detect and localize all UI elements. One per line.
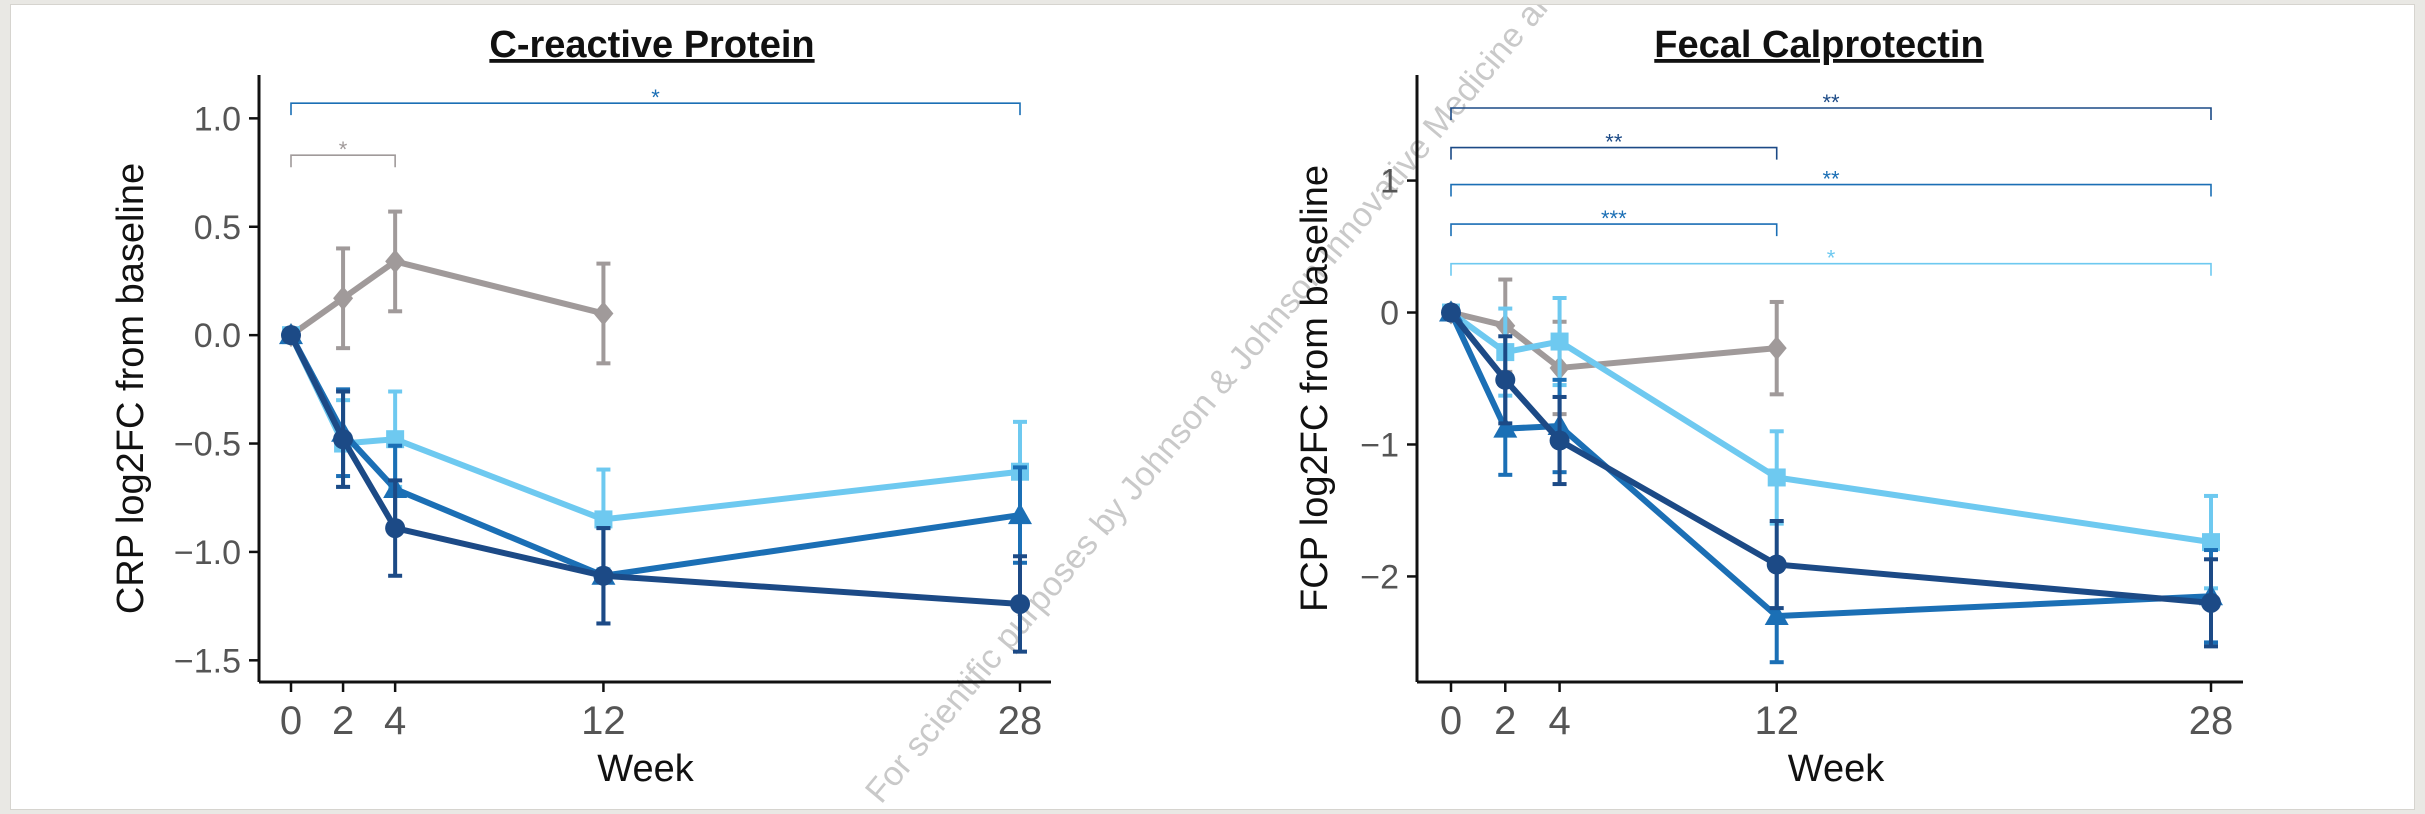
y-axis-label: CRP log2FC from baseline	[110, 163, 152, 614]
data-point	[333, 286, 354, 311]
x-tick-label: 4	[384, 699, 406, 743]
significance-label: **	[1605, 130, 1623, 155]
y-tick-label: −1.5	[174, 642, 241, 680]
chart-title: Fecal Calprotectin	[1654, 24, 1983, 66]
significance-bracket	[1450, 183, 2212, 197]
data-point	[1766, 554, 1787, 575]
significance-bracket	[290, 154, 396, 168]
data-point	[333, 429, 354, 450]
significance-bracket	[290, 102, 1021, 116]
data-point	[1766, 336, 1787, 361]
x-tick-label: 28	[2189, 699, 2234, 743]
x-tick-label: 12	[581, 699, 626, 743]
significance-label: *	[339, 137, 348, 162]
significance-label: **	[1822, 90, 1840, 115]
data-point	[594, 510, 613, 529]
data-point	[1495, 369, 1516, 390]
x-tick-label: 2	[1494, 699, 1516, 743]
crp-panel: C-reactive Protein 1.0 0.5 0.0 −0.5 −1.0 −1.5 0…	[110, 24, 1051, 790]
x-tick-label: 2	[332, 699, 354, 743]
data-point	[1764, 604, 1789, 626]
data-point	[1441, 302, 1461, 323]
significance-bracket	[1450, 107, 2212, 120]
data-point	[386, 430, 405, 449]
significance-bracket	[1450, 262, 2212, 276]
significance-label: *	[651, 85, 660, 110]
y-tick-label: 0.5	[194, 209, 241, 247]
x-tick-label: 0	[1440, 699, 1462, 743]
watermark-text: For scientific purposes by Johnson & Joh…	[858, 5, 1633, 810]
data-point	[1008, 503, 1032, 525]
y-tick-label: 0.0	[194, 317, 241, 355]
data-point	[385, 518, 406, 539]
y-tick-label: −0.5	[174, 426, 241, 464]
significance-bracket	[1450, 146, 1778, 160]
y-axis-label: FCP log2FC from baseline	[1294, 165, 1336, 612]
series-line	[289, 258, 605, 338]
data-point	[1550, 332, 1569, 351]
figure-canvas: For scientific purposes by Johnson & Joh…	[110, 5, 2243, 810]
series-line	[288, 333, 1021, 607]
x-tick-label: 4	[1548, 699, 1570, 743]
y-tick-label: −1.0	[174, 534, 241, 572]
figure-frame: For scientific purposes by Johnson & Joh…	[10, 4, 2415, 810]
data-point	[281, 325, 301, 346]
data-point	[593, 301, 614, 326]
x-axis-label: Week	[1788, 748, 1885, 790]
y-tick-label: 0	[1380, 295, 1399, 333]
y-tick-label: −2	[1360, 558, 1399, 596]
data-point	[385, 249, 406, 274]
data-point	[2201, 592, 2221, 613]
y-tick-label: −1	[1360, 426, 1399, 464]
data-point	[1010, 593, 1030, 614]
significance-label: ***	[1601, 206, 1627, 231]
x-tick-label: 12	[1754, 699, 1799, 743]
data-point	[1493, 416, 1518, 438]
data-point	[2202, 533, 2220, 552]
y-tick-label: 1.0	[194, 100, 241, 138]
significance-label: *	[1827, 246, 1836, 271]
chart-title: C-reactive Protein	[489, 24, 814, 66]
significance-bracket	[1450, 223, 1778, 237]
data-point	[593, 565, 614, 586]
x-tick-label: 0	[280, 699, 302, 743]
y-tick-label: 1	[1380, 163, 1399, 201]
significance-label: **	[1822, 167, 1840, 192]
x-axis-label: Week	[597, 748, 694, 790]
data-point	[1767, 468, 1786, 487]
series-line	[1448, 310, 2212, 606]
series-line	[288, 333, 1021, 579]
data-point	[1549, 430, 1570, 451]
x-tick-label: 28	[998, 699, 1043, 743]
